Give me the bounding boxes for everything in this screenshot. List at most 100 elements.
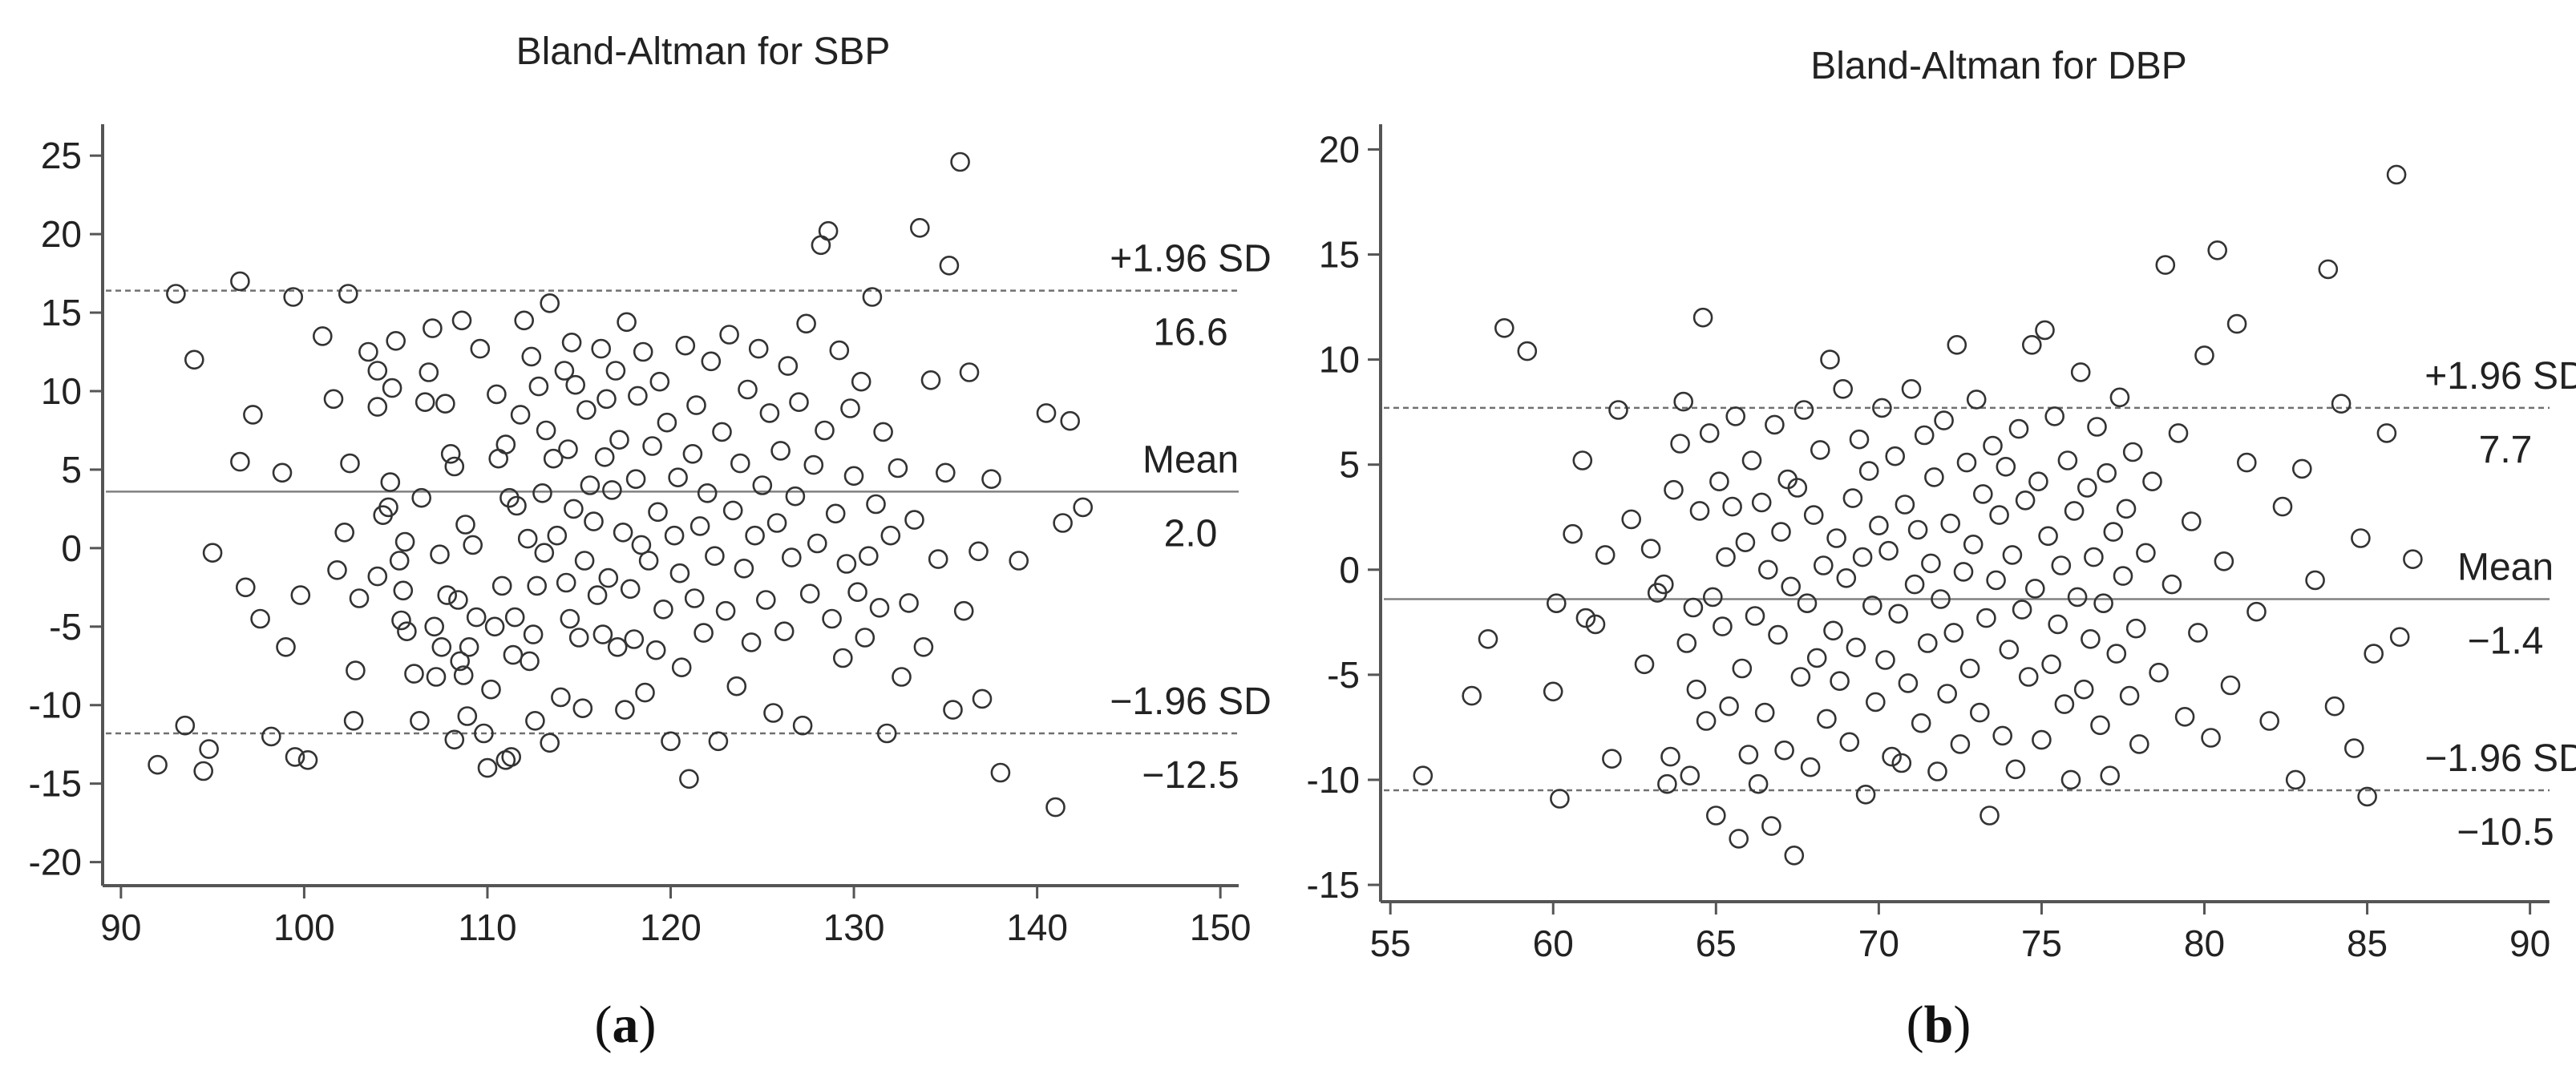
sbp-data-point: [661, 731, 681, 752]
dbp-data-point: [1937, 684, 1957, 704]
sbp-data-point: [459, 636, 479, 657]
sbp-data-point: [327, 559, 347, 580]
dbp-data-point: [2051, 555, 2072, 575]
dbp-data-point: [1706, 806, 1726, 826]
sbp-x-tick-label: 140: [1006, 906, 1068, 948]
sbp-data-point: [671, 657, 692, 678]
sbp-data-point: [558, 439, 578, 459]
dbp-data-point: [2103, 522, 2124, 542]
dbp-data-point: [1921, 553, 1941, 574]
sbp-y-tick-label: -5: [49, 606, 82, 648]
sbp-y-tick-label: -15: [29, 763, 82, 805]
sbp-mean-label: Mean: [1142, 438, 1239, 481]
sbp-data-point: [283, 287, 304, 307]
dbp-data-point: [2324, 696, 2345, 717]
dbp-scatter-points: [1413, 164, 2423, 866]
dbp-y-tick-label: -5: [1327, 654, 1360, 696]
dbp-data-point: [1823, 620, 1843, 641]
sbp-data-point: [920, 369, 941, 390]
dbp-data-point: [1814, 555, 1834, 575]
dbp-data-point: [2259, 711, 2279, 731]
sbp-lower-loa-value: −12.5: [1142, 754, 1239, 797]
sbp-data-point: [755, 590, 776, 610]
dbp-mean-value: −1.4: [2468, 620, 2544, 662]
dbp-data-point: [2403, 549, 2423, 570]
sbp-data-point: [323, 389, 344, 410]
sbp-data-point: [199, 739, 219, 759]
sbp-data-point: [235, 577, 256, 598]
dbp-data-point: [1563, 523, 1583, 544]
dbp-data-point: [1748, 773, 1769, 794]
sbp-data-point: [250, 608, 270, 629]
sbp-x-tick-label: 150: [1190, 906, 1252, 948]
sbp-data-point: [633, 341, 653, 362]
dbp-data-point: [2125, 618, 2146, 639]
dbp-data-point: [2054, 694, 2075, 714]
sbp-data-point: [380, 472, 401, 492]
dbp-y-tick-label: 5: [1339, 444, 1360, 486]
dbp-data-point: [1787, 478, 1808, 498]
sbp-data-point: [451, 310, 472, 331]
chart-title-dbp: Bland-Altman for DBP: [1810, 45, 2187, 87]
dbp-data-point: [1797, 593, 1818, 614]
dbp-data-point: [1950, 734, 1971, 754]
sbp-data-point: [888, 458, 908, 478]
dbp-x-tick-label: 85: [2347, 923, 2388, 964]
dbp-data-point: [1660, 746, 1680, 767]
sbp-data-point: [514, 310, 535, 331]
sbp-upper-loa-value: 16.6: [1153, 312, 1227, 354]
dbp-data-point: [1875, 650, 1895, 670]
dbp-data-point: [2106, 644, 2127, 664]
dbp-data-point: [1999, 640, 2020, 660]
sbp-data-point: [936, 462, 956, 483]
sbp-data-point: [697, 483, 718, 503]
dbp-data-point: [1575, 608, 1596, 628]
sbp-data-point: [624, 629, 645, 649]
dbp-data-point: [2041, 654, 2061, 675]
dbp-data-point: [2237, 452, 2257, 473]
sbp-data-point: [503, 644, 524, 665]
sbp-data-point: [738, 379, 758, 400]
sbp-data-point: [444, 729, 465, 750]
sbp-data-point: [349, 588, 370, 608]
sbp-data-point: [669, 563, 690, 583]
sbp-y-tick-label: 0: [61, 527, 82, 569]
dbp-data-point: [1846, 637, 1866, 658]
sbp-y-tick-label: 20: [41, 213, 82, 255]
dbp-data-point: [1918, 633, 1938, 653]
dbp-data-point: [1866, 692, 1886, 713]
dbp-data-point: [1826, 528, 1846, 548]
dbp-data-point: [2122, 442, 2143, 462]
sbp-data-point: [880, 525, 901, 546]
dbp-y-tick-label: -15: [1307, 864, 1360, 906]
dbp-data-point: [1904, 574, 1925, 595]
dbp-data-point: [2093, 593, 2113, 614]
sbp-data-point: [391, 610, 411, 631]
dbp-data-point: [1790, 667, 1811, 687]
dbp-data-point: [1953, 562, 1974, 582]
sbp-data-point: [752, 475, 773, 495]
sbp-data-point: [285, 747, 305, 767]
sbp-data-point: [836, 554, 857, 574]
panel-label-b: (b): [1907, 995, 1971, 1054]
dbp-data-point: [2386, 164, 2407, 185]
dbp-data-point: [1992, 725, 2012, 746]
dbp-x-tick-label: 65: [1696, 923, 1737, 964]
sbp-data-point: [617, 312, 637, 333]
sbp-data-point: [517, 528, 538, 549]
sbp-data-point: [605, 361, 626, 381]
sbp-data-point: [851, 371, 871, 392]
panel-label-a-letter: a: [613, 995, 639, 1054]
dbp-data-point: [1745, 606, 1765, 626]
dbp-data-point: [2376, 423, 2397, 443]
sbp-data-point: [561, 332, 582, 353]
dbp-data-point: [1963, 534, 1984, 555]
dbp-data-point: [1771, 522, 1791, 542]
dbp-data-point: [1966, 390, 1987, 410]
sbp-data-point: [554, 361, 575, 381]
sbp-y-tick-label: 25: [41, 135, 82, 176]
sbp-data-point: [904, 510, 924, 530]
dbp-data-point: [2182, 511, 2202, 531]
panel-a-sbp: Bland-Altman for SBP 90 100 110 120 130 140 15…: [29, 30, 1272, 1054]
sbp-data-point: [343, 710, 364, 731]
